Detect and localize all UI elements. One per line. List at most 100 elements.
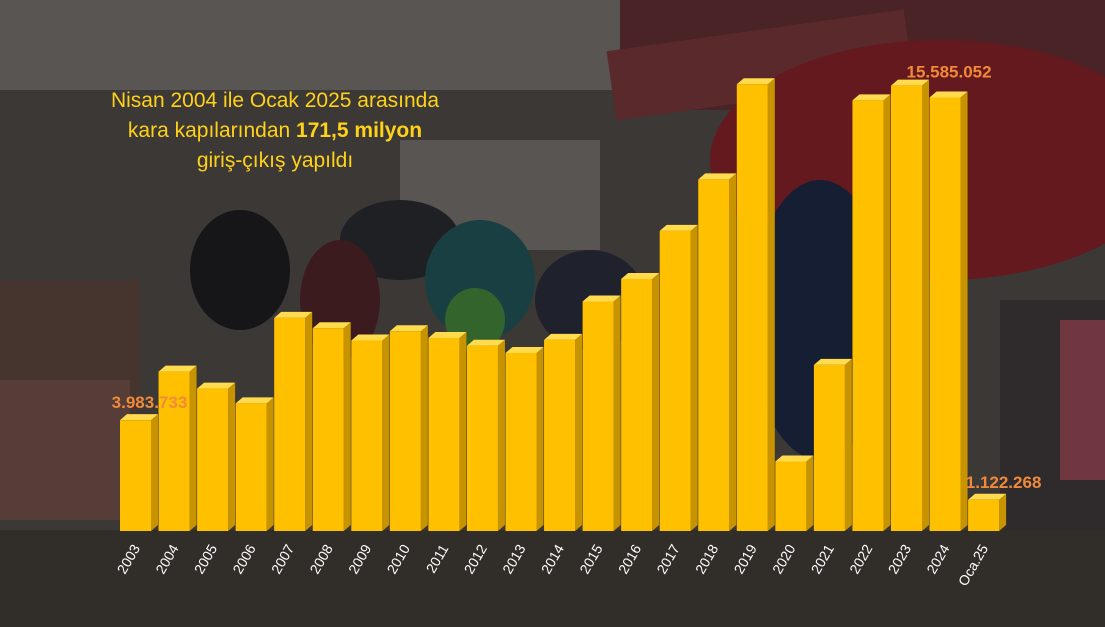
- x-tick-label: 2003: [114, 541, 144, 576]
- bar-2011: [428, 331, 467, 531]
- x-tick-label: 2008: [306, 541, 336, 576]
- bar-front: [852, 100, 884, 531]
- bar-front: [466, 345, 498, 531]
- headline-line-1: Nisan 2004 ile Ocak 2025 arasında: [110, 89, 440, 112]
- bar-front: [968, 499, 1000, 531]
- bar-2007: [274, 311, 313, 531]
- x-tick-label: 2005: [191, 541, 221, 576]
- bar-2015: [582, 295, 621, 531]
- bar-front: [197, 388, 229, 531]
- bar-top: [929, 91, 968, 98]
- x-tick-label: 2018: [692, 541, 722, 576]
- bar-side: [729, 173, 737, 532]
- bar-front: [891, 85, 922, 531]
- x-tick-label: 2013: [499, 541, 529, 576]
- bar-2020: [775, 455, 814, 531]
- bar-front: [736, 84, 768, 532]
- headline-line-3: giriş-çıkış yapıldı: [196, 149, 354, 172]
- bar-2018: [698, 173, 737, 532]
- x-tick-label: 2016: [615, 541, 645, 576]
- bar-2017: [659, 224, 698, 532]
- bar-front: [428, 337, 460, 531]
- x-tick-label: 2021: [808, 541, 838, 576]
- x-tick-label: 2019: [730, 541, 760, 576]
- bar-side: [575, 333, 583, 531]
- bar-side: [960, 91, 968, 532]
- bar-side: [189, 365, 197, 531]
- bar-top: [544, 333, 583, 340]
- bar-top: [428, 331, 467, 338]
- bar-front: [621, 278, 653, 531]
- bar-top: [813, 358, 852, 365]
- bar-front: [120, 420, 151, 531]
- bar-side: [343, 322, 351, 531]
- bar-front: [235, 403, 267, 531]
- bar-top: [852, 94, 891, 101]
- bar-side: [266, 397, 274, 531]
- bar-front: [775, 461, 807, 531]
- bar-front: [389, 331, 421, 531]
- bar-side: [536, 346, 544, 531]
- bar-side: [922, 79, 929, 531]
- bar-2008: [312, 322, 351, 531]
- bar-side: [459, 331, 467, 531]
- x-tick-label: 2014: [538, 541, 568, 576]
- x-tick-label: 2023: [885, 541, 915, 576]
- bar-top: [197, 382, 236, 389]
- bar-side: [999, 493, 1007, 531]
- bar-top: [312, 322, 351, 329]
- bars-group: [120, 78, 1007, 532]
- x-tick-label: 2024: [923, 541, 953, 576]
- bar-top: [120, 414, 158, 421]
- bar-top: [736, 78, 775, 85]
- x-tick-label: 2012: [461, 541, 491, 576]
- bar-side: [844, 358, 852, 531]
- bar-2019: [736, 78, 775, 532]
- headline-highlight: 171,5 milyon: [296, 119, 423, 142]
- bar-front: [698, 179, 730, 532]
- bar-side: [382, 334, 390, 531]
- x-tick-label: 2011: [423, 541, 452, 575]
- bar-2012: [466, 339, 505, 531]
- bar-2009: [351, 334, 390, 531]
- data-label: 15.585.052: [907, 62, 992, 81]
- bar-2010: [389, 325, 428, 531]
- bar-2016: [621, 272, 660, 531]
- x-axis-ticks: 2003 2004 2005 2006 2007 2008 2009 2010 2011 2012…: [114, 541, 992, 588]
- bar-top: [235, 397, 274, 404]
- bar-front: [312, 328, 344, 531]
- bar-side: [228, 382, 236, 531]
- bar-side: [652, 272, 660, 531]
- headline-line-2: kara kapılarından 171,5 milyon: [60, 116, 490, 146]
- data-labels: 3.983.733 15.585.052 1.122.268: [112, 62, 1042, 491]
- bar-2013: [505, 346, 544, 531]
- x-tick-label: 2017: [653, 541, 683, 576]
- bar-side: [883, 94, 891, 531]
- bar-top: [968, 493, 1007, 500]
- headline: Nisan 2004 ile Ocak 2025 arasında kara k…: [60, 86, 490, 176]
- bar-top: [158, 365, 197, 372]
- bar-front: [929, 97, 961, 532]
- bar-Oca.25: [968, 493, 1007, 531]
- bar-2021: [813, 358, 852, 531]
- data-label: 1.122.268: [966, 473, 1042, 492]
- bar-top: [659, 224, 698, 231]
- bar-top: [775, 455, 814, 462]
- bar-front: [659, 230, 691, 532]
- bar-top: [891, 79, 929, 86]
- x-tick-label: 2006: [229, 541, 259, 576]
- bar-side: [767, 78, 775, 532]
- bar-top: [351, 334, 390, 341]
- bar-top: [274, 311, 313, 318]
- bar-side: [497, 339, 505, 531]
- bar-2024: [929, 91, 968, 532]
- bar-2004: [158, 365, 197, 531]
- bar-side: [806, 455, 814, 531]
- bar-top: [466, 339, 505, 346]
- bar-2014: [544, 333, 583, 531]
- bar-2003: [120, 414, 158, 531]
- x-tick-label: 2004: [152, 541, 182, 576]
- bar-front: [158, 371, 190, 531]
